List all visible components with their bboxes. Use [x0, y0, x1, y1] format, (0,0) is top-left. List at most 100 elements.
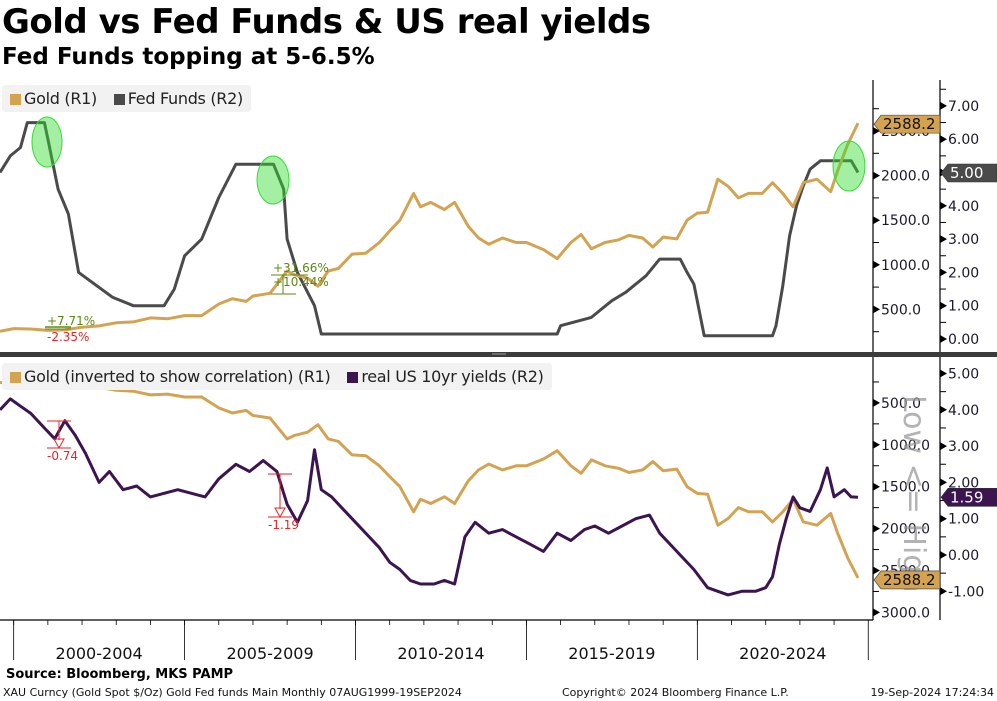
loss-label: -1.19: [268, 518, 299, 532]
top-r2-label: 2.00: [948, 265, 979, 281]
down-arrow-icon: [274, 507, 286, 519]
source-note: Source: Bloomberg, MKS PAMP: [6, 667, 234, 682]
top-r2-tick: [940, 268, 947, 277]
bottom-r2-label: 0.00: [948, 548, 979, 564]
legend-item-fed-funds[interactable]: Fed Funds (R2): [113, 89, 243, 108]
top-r2-tick: [940, 101, 947, 110]
loss-label: -2.35%: [47, 330, 89, 344]
top-r1-tick: [873, 171, 880, 180]
fed-funds-last-value: 5.00: [950, 164, 983, 182]
x-axis: 2000-2004 2005-2009 2010-2014 2015-2019 2020…: [13, 620, 869, 663]
gain-label: +10.44%: [273, 275, 329, 289]
gain-label: +7.71%: [47, 314, 95, 328]
gold-last-value: 2588.2: [883, 115, 936, 133]
copyright: Copyright© 2024 Bloomberg Finance L.P.: [562, 686, 789, 699]
bottom-r2-tick: [940, 551, 947, 559]
real-yield-last-value-bg: [940, 487, 997, 507]
gold-inverted-last-value: 2588.2: [883, 571, 936, 589]
annotations-layer: +7.71% -2.35% +31.66%+10.44% -0.74 -1.19: [31, 116, 866, 532]
bottom-r1-tick: [873, 482, 880, 491]
gold-inverted-last-value-bg: [873, 570, 941, 590]
chart-subtitle: Fed Funds topping at 5-6.5%: [2, 44, 375, 70]
bottom-r1-tick: [873, 440, 880, 449]
bottom-r1-tick: [873, 566, 880, 575]
loss-label: -0.74: [47, 449, 78, 463]
bottom-r1-tick: [873, 398, 880, 407]
bottom-r1-label: 1500.0: [881, 480, 930, 496]
top-r2-label: 4.00: [948, 199, 979, 215]
low-high-text: Low <= High: [896, 395, 931, 592]
top-r1-label: 2000.0: [881, 169, 930, 185]
down-arrow-icon: [53, 438, 65, 450]
gain-label: +31.66%: [273, 261, 329, 275]
gold-last-value-bg: [873, 114, 941, 134]
top-r2-label: 7.00: [948, 99, 979, 115]
bottom-r1-label: 500.0: [881, 396, 921, 412]
top-r1-tick: [873, 127, 880, 135]
top-r2-label: 1.00: [948, 299, 979, 315]
fed-funds-line: [0, 121, 860, 338]
fed-funds-swatch-icon: [113, 94, 125, 105]
series-layer: [0, 121, 860, 597]
fed-funds-last-value-bg: [940, 163, 997, 183]
bottom-r1-label: 1000.0: [881, 438, 930, 454]
highlight-ellipse: [256, 155, 290, 205]
legend-item-real-yields[interactable]: real US 10yr yields (R2): [347, 367, 544, 386]
bottom-r2-label: -1.00: [948, 584, 984, 600]
x-tick-label: 2015-2019: [568, 644, 655, 663]
legend-top: Gold (R1) Fed Funds (R2): [2, 85, 251, 112]
timestamp: 19-Sep-2024 17:24:34: [870, 686, 994, 699]
top-r1-tick: [873, 216, 880, 225]
bottom-r2-label: 5.00: [948, 367, 979, 383]
x-tick-label: 2005-2009: [226, 644, 313, 663]
bottom-r1-label: 3000.0: [881, 605, 930, 621]
gold-swatch-icon: [10, 94, 21, 105]
legend-item-gold[interactable]: Gold (R1): [10, 89, 97, 108]
bottom-r2-tick: [940, 442, 947, 451]
bottom-r2-label: 1.00: [948, 512, 979, 528]
highlight-ellipse: [31, 116, 63, 168]
legend-bottom: Gold (inverted to show correlation) (R1)…: [2, 363, 552, 390]
bottom-r1-label: 2000.0: [881, 522, 930, 538]
real-yield-last-value: 1.59: [950, 488, 983, 506]
top-r1-label: 1000.0: [881, 258, 930, 274]
chart-title: Gold vs Fed Funds & US real yields: [2, 2, 651, 42]
real-yield-swatch-icon: [347, 372, 359, 383]
top-r2-label: 0.00: [948, 332, 979, 348]
legend-label: Gold (R1): [24, 89, 97, 108]
top-r1-tick: [873, 260, 880, 269]
top-r2-label: 6.00: [948, 132, 979, 148]
bottom-r2-label: 4.00: [948, 403, 979, 419]
x-tick-label: 2020-2024: [739, 644, 826, 663]
top-r1-label: 500.0: [881, 302, 921, 318]
last-value-labels: 2588.2 5.00 2588.2 1.59: [873, 114, 997, 590]
top-r1-label: 1500.0: [881, 213, 930, 229]
bottom-r2-label: 3.00: [948, 439, 979, 455]
highlight-ellipse: [832, 140, 866, 192]
real-yield-line: [0, 397, 859, 597]
x-tick-label: 2000-2004: [56, 644, 143, 663]
legend-label: real US 10yr yields (R2): [361, 367, 544, 386]
gold-line: [0, 122, 860, 333]
bottom-r2-tick: [940, 478, 947, 487]
ticker-info: XAU Curncy (Gold Spot $/Oz) Gold Fed fun…: [3, 686, 462, 699]
bottom-r2-tick: [940, 369, 947, 378]
gold-swatch-icon: [10, 372, 21, 383]
x-tick-label: 2010-2014: [397, 644, 484, 663]
top-r2-tick: [940, 135, 947, 144]
panel-divider[interactable]: [0, 352, 997, 357]
bottom-r1-tick: [873, 608, 880, 617]
bottom-r1-tick: [873, 524, 880, 533]
bottom-r2-tick: [940, 587, 947, 596]
top-r2-tick: [940, 301, 947, 310]
gold-inverted-line: [0, 380, 860, 579]
top-r2-label: 3.00: [948, 232, 979, 248]
low-high-annotation: Low <= High: [896, 395, 931, 592]
legend-label: Gold (inverted to show correlation) (R1): [24, 367, 331, 386]
top-r2-tick: [940, 201, 947, 210]
bottom-r2-label: 2.00: [948, 475, 979, 491]
legend-item-gold-inverted[interactable]: Gold (inverted to show correlation) (R1): [10, 367, 331, 386]
top-r1-tick: [873, 305, 880, 314]
legend-label: Fed Funds (R2): [127, 89, 243, 108]
